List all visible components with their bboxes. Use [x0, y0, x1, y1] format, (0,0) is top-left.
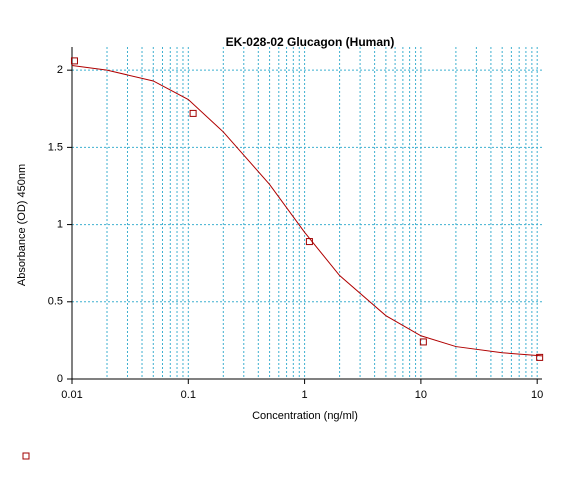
data-point — [189, 109, 197, 117]
x-axis-label: Concentration (ng/ml) — [252, 410, 358, 422]
data-point — [70, 57, 78, 65]
data-point — [305, 238, 313, 246]
y-tick-label: 1 — [57, 218, 63, 230]
y-tick-label: 1.5 — [48, 141, 63, 153]
fit-curve — [71, 65, 543, 357]
y-tick-label: 0.5 — [48, 296, 63, 308]
data-point — [536, 353, 544, 361]
chart-title: EK-028-02 Glucagon (Human) — [226, 35, 395, 49]
x-tick-label: 0.1 — [181, 389, 196, 401]
x-tick-label: 10 — [531, 389, 543, 401]
x-tick-label: 10 — [415, 389, 427, 401]
y-tick-label: 0 — [57, 373, 63, 385]
data-point — [419, 338, 427, 346]
y-axis-label: Absorbance (OD) 450nm — [16, 164, 28, 286]
x-tick-label: 0.01 — [61, 389, 82, 401]
x-tick-label: 1 — [302, 389, 308, 401]
legend-marker — [22, 452, 30, 460]
y-tick-label: 2 — [57, 64, 63, 76]
